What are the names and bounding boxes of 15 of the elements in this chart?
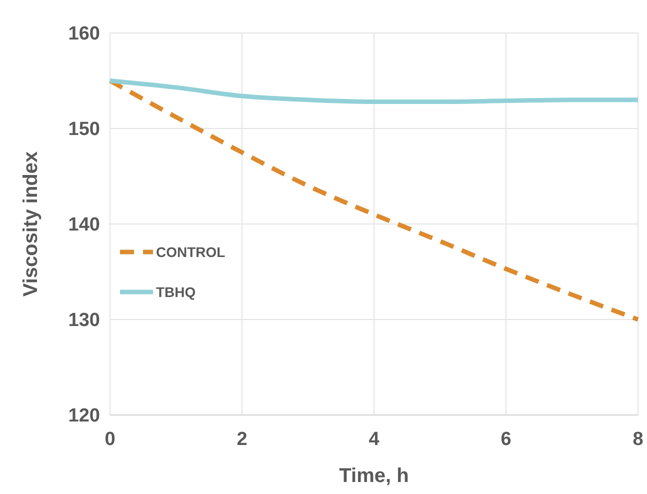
y-tick-label: 130 [68,310,100,332]
x-tick-label: 4 [368,429,380,450]
x-tick-label: 8 [632,429,644,450]
legend-label: TBHQ [156,284,196,300]
x-tick-label: 2 [236,429,248,450]
line-series [108,78,640,322]
y-tick-label: 140 [68,214,100,236]
y-tick-label: 160 [68,24,100,45]
y-axis-title: Viscosity index [20,151,42,297]
x-tick-label: 6 [500,429,512,450]
x-tick-label: 0 [104,429,116,450]
y-tick-label: 120 [68,406,100,427]
y-tick-label: 150 [68,119,100,140]
legend-label: CONTROL [156,244,226,260]
x-axis-title: Time, h [339,465,409,487]
